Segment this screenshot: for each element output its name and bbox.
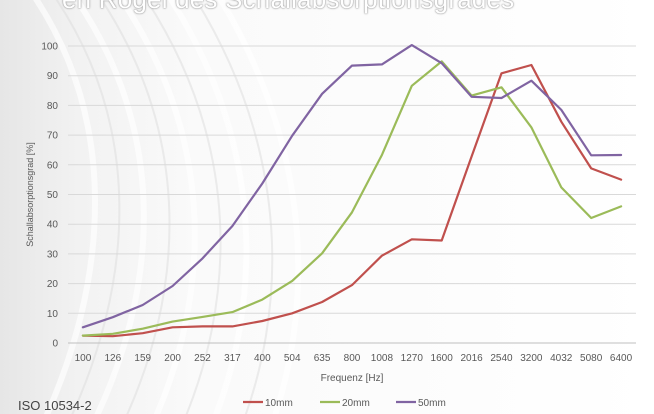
y-tick-label: 30 — [47, 249, 59, 260]
x-tick-label: 159 — [134, 353, 151, 364]
x-tick-label: 317 — [224, 353, 241, 364]
x-tick-label: 2540 — [490, 353, 513, 364]
legend-label-10mm: 10mm — [265, 398, 293, 409]
legend-label-20mm: 20mm — [342, 398, 370, 409]
series-line-50mm — [81, 43, 623, 329]
x-tick-label: 6400 — [610, 353, 633, 364]
x-tick-label: 4032 — [550, 353, 573, 364]
y-tick-label: 40 — [47, 220, 59, 231]
footer-note: ISO 10534-2 — [18, 398, 92, 413]
series-line-10mm — [81, 63, 623, 338]
x-tick-label: 1270 — [401, 353, 424, 364]
y-tick-label: 70 — [47, 131, 59, 142]
legend-label-50mm: 50mm — [418, 398, 446, 409]
y-tick-label: 90 — [47, 71, 59, 82]
x-tick-label: 635 — [314, 353, 331, 364]
x-tick-label: 1008 — [371, 353, 394, 364]
x-tick-label: 200 — [164, 353, 181, 364]
y-tick-label: 60 — [47, 160, 59, 171]
x-tick-label: 800 — [344, 353, 361, 364]
x-tick-label: 1600 — [431, 353, 454, 364]
x-tick-label: 5080 — [580, 353, 603, 364]
x-tick-label: 126 — [104, 353, 121, 364]
y-tick-label: 10 — [47, 309, 59, 320]
y-axis-title: Schallabsorptionsgrad [%] — [25, 142, 35, 247]
y-tick-label: 0 — [52, 339, 58, 350]
y-tick-label: 80 — [47, 101, 59, 112]
x-tick-label: 252 — [194, 353, 211, 364]
y-tick-label: 20 — [47, 279, 59, 290]
x-tick-label: 504 — [284, 353, 301, 364]
x-tick-label: 400 — [254, 353, 271, 364]
x-tick-label: 100 — [75, 353, 92, 364]
x-axis-title: Frequenz [Hz] — [321, 373, 384, 384]
x-tick-label: 3200 — [520, 353, 543, 364]
top-caption: en Rogel des Schallabsorptionsgrades — [62, 0, 514, 15]
y-tick-label: 50 — [47, 190, 59, 201]
x-tick-label: 2016 — [460, 353, 483, 364]
y-tick-label: 100 — [41, 42, 58, 53]
series-line-20mm — [81, 60, 623, 337]
